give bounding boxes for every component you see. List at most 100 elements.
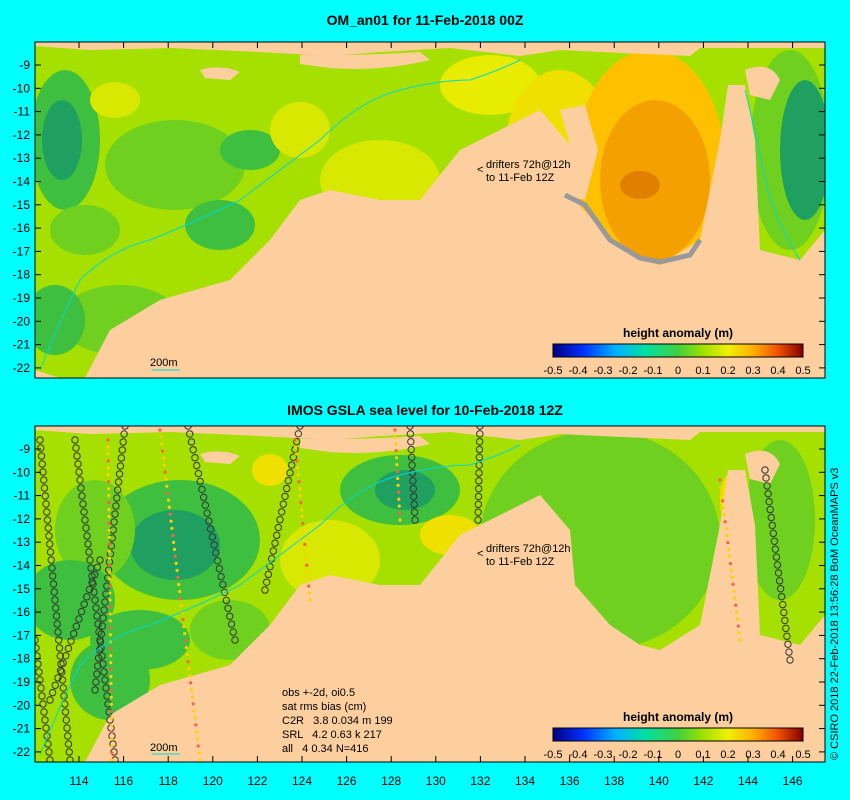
track-point	[261, 586, 269, 594]
track-dot	[110, 744, 114, 748]
track-point	[784, 640, 792, 648]
track-dot	[168, 512, 172, 516]
track-point	[219, 580, 227, 589]
colorbar-tick-label: 0.2	[720, 365, 735, 377]
track-point	[46, 696, 54, 704]
track-dot	[299, 507, 304, 512]
track-dot	[107, 542, 111, 546]
track-point	[91, 596, 99, 604]
track-point	[35, 636, 39, 644]
longitude-tick-label: 116	[114, 774, 133, 788]
top-200m-contour-east	[744, 89, 801, 261]
latitude-tick-label: -17	[13, 244, 31, 258]
track-point	[227, 620, 236, 628]
track-dot	[724, 527, 728, 531]
track-point	[79, 500, 87, 508]
track-point	[52, 612, 61, 620]
track-dot	[108, 612, 112, 616]
track-dot	[738, 638, 742, 642]
track-dot	[725, 534, 729, 538]
track-dot	[398, 518, 402, 522]
track-point	[779, 600, 787, 609]
track-point	[96, 556, 104, 564]
track-point	[114, 478, 123, 486]
track-dot	[734, 603, 738, 607]
track-point	[284, 476, 293, 485]
latitude-tick-label: -16	[13, 605, 31, 619]
track-dot	[395, 469, 399, 474]
track-point	[189, 446, 197, 454]
latitude-tick-label: -10	[13, 81, 31, 95]
bottom-map	[35, 426, 825, 762]
track-point	[110, 518, 118, 526]
track-dot	[307, 591, 311, 595]
track-dot	[305, 570, 309, 574]
track-point	[77, 607, 86, 616]
track-point	[410, 492, 418, 501]
track-point	[92, 678, 100, 686]
track-dot	[181, 617, 185, 622]
track-point	[67, 637, 75, 645]
colorbar-tick-label: 0.1	[695, 365, 710, 377]
track-point	[80, 508, 88, 516]
track-point	[63, 724, 71, 732]
track-point	[46, 548, 55, 556]
track-dot	[109, 723, 114, 727]
track-point	[203, 509, 211, 517]
longitude-tick-label: 124	[292, 774, 312, 788]
track-dot	[194, 723, 198, 727]
track-dot	[177, 582, 181, 587]
track-dot	[303, 549, 308, 553]
latitude-tick-label: -18	[13, 652, 31, 666]
longitude-tick-label: 120	[203, 774, 223, 788]
track-dot	[107, 501, 111, 505]
bottom-map-frame	[34, 425, 826, 763]
track-point	[274, 523, 283, 532]
track-point	[411, 516, 419, 524]
track-dot	[110, 751, 114, 755]
track-dot	[193, 716, 197, 720]
track-dot	[189, 688, 194, 692]
track-point	[117, 454, 126, 462]
track-dot	[107, 556, 112, 560]
track-point	[49, 572, 57, 580]
track-point	[474, 500, 483, 509]
track-point	[407, 445, 415, 454]
longitude-tick-label: 134	[515, 774, 535, 788]
latitude-tick-label: -18	[13, 268, 31, 282]
colorbar-tick-label: -0.5	[544, 365, 563, 377]
track-point	[201, 501, 210, 509]
track-point	[51, 681, 59, 689]
colorbar-tick-label: -0.4	[569, 749, 588, 761]
colorbar-tick-label: 0.5	[795, 749, 810, 761]
track-point	[198, 485, 206, 494]
track-point	[73, 452, 81, 460]
track-point	[48, 564, 56, 572]
track-dot	[721, 499, 725, 503]
track-point	[115, 470, 124, 478]
track-dot	[106, 473, 111, 477]
track-point	[210, 541, 218, 549]
track-point	[38, 460, 46, 468]
track-point	[186, 430, 194, 438]
track-point	[266, 562, 274, 571]
bottom-drifters-note-line2: to 11-Feb 12Z	[486, 556, 555, 568]
track-point	[75, 468, 83, 476]
colorbar-tick-label: 0.4	[770, 749, 785, 761]
track-dot	[108, 577, 112, 581]
track-point	[36, 436, 44, 444]
colorbar-tick-label: 0.4	[770, 365, 785, 377]
track-point	[114, 486, 122, 494]
track-dot	[733, 596, 737, 600]
track-point	[86, 556, 94, 564]
track-point	[59, 659, 67, 667]
track-point	[109, 740, 117, 748]
track-dot	[108, 619, 112, 623]
stats-line: all 4 0.34 N=416	[282, 743, 369, 755]
track-point	[272, 531, 281, 540]
longitude-tick-label: 118	[159, 774, 178, 788]
stats-line: sat rms bias (cm)	[282, 701, 366, 713]
latitude-tick-label: -21	[13, 338, 31, 352]
bottom-drifter-marker: <	[477, 548, 483, 560]
track-point	[92, 604, 100, 612]
